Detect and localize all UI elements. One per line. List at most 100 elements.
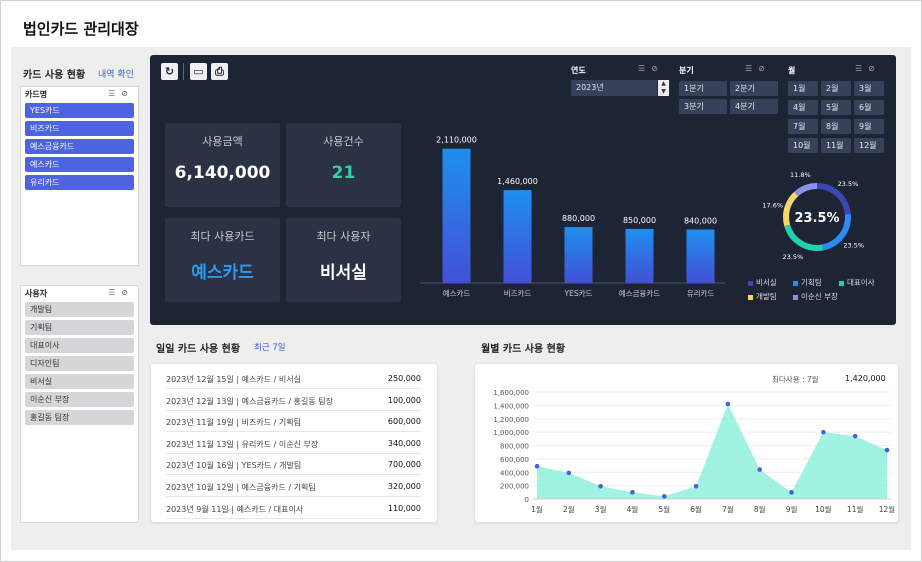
x-tick-label-9: 10월: [815, 504, 832, 514]
y-tick-label: 1,000,000: [493, 429, 529, 437]
user-filter-item-2[interactable]: 대표이사: [25, 338, 134, 353]
legend-item-0: 비서실: [748, 277, 777, 288]
year-filter-icons[interactable]: ☰⊘: [638, 64, 664, 73]
bar-category-label-3: 예스금융카드: [619, 288, 660, 298]
view-details-link[interactable]: 내역 확인: [98, 70, 134, 80]
multi-select-icon[interactable]: ☰⊘: [108, 89, 134, 98]
daily-row-amount: 110,000: [387, 503, 421, 513]
y-tick-label: 400,000: [500, 469, 529, 477]
quarter-option-3[interactable]: 3분기: [679, 99, 727, 114]
quarter-option-4[interactable]: 4분기: [730, 99, 778, 114]
month-option-9[interactable]: 9월: [854, 119, 884, 134]
user-filter-item-4[interactable]: 비서실: [25, 374, 134, 389]
daily-row[interactable]: 2023년 10월 16일 | YES카드 / 개발팀 700,000: [166, 455, 421, 476]
daily-row[interactable]: 2023년 9월 11일 | 예스카드 / 대표이사 110,000: [166, 499, 421, 519]
bar-category-label-0: 예스카드: [443, 288, 471, 298]
legend-swatch: [748, 280, 753, 286]
quarter-option-1[interactable]: 1분기: [679, 81, 727, 96]
month-filter-label: 월: [788, 66, 796, 75]
x-tick-label-4: 5월: [658, 504, 670, 514]
refresh-icon[interactable]: ↻: [161, 63, 178, 80]
area-point-1: [566, 470, 572, 476]
month-option-7[interactable]: 7월: [788, 119, 818, 134]
legend-swatch: [793, 294, 798, 300]
month-filter-icons[interactable]: ☰⊘: [855, 64, 881, 73]
bar-3: [625, 228, 654, 283]
year-stepper[interactable]: ▲ ▼: [658, 80, 669, 96]
daily-row[interactable]: 2023년 11월 13일 | 유리카드 / 이순신 부장 340,000: [166, 434, 421, 454]
print-icon[interactable]: ⎙: [211, 63, 228, 80]
kpi-top-card-label: 최다 사용카드: [190, 230, 255, 243]
legend-label: 비서실: [756, 278, 777, 287]
kpi-top-card-value: 예스카드: [191, 263, 254, 283]
month-option-1[interactable]: 1월: [788, 81, 818, 96]
monitor-icon[interactable]: ▭: [190, 63, 207, 80]
card-filter-item-1[interactable]: 비즈카드: [25, 121, 134, 136]
donut-slice-3: [783, 183, 851, 251]
card-filter-item-3[interactable]: 예스카드: [25, 157, 134, 172]
month-option-5[interactable]: 5월: [821, 100, 851, 115]
user-filter: 사용자 ☰⊘ 개발팀 기획팀 대표이사 디자인팀 비서실 이순신 부장 홍길동 팀장: [20, 285, 139, 523]
donut-slice-4: [783, 183, 851, 251]
month-option-12[interactable]: 12월: [854, 138, 884, 153]
month-option-6[interactable]: 6월: [854, 100, 884, 115]
dashboard-panel: ↻ ▭ ⎙ 사용금액 6,140,000 사용건수 21 최다 사용카드 예스카…: [150, 55, 896, 325]
user-filter-item-6[interactable]: 홍길동 팀장: [25, 410, 134, 425]
quarter-filter-icons[interactable]: ☰⊘: [745, 64, 771, 73]
clear-filter-icon[interactable]: ☰⊘: [108, 288, 134, 297]
area-point-5: [693, 483, 699, 489]
daily-row[interactable]: 2023년 12월 13일 | 예스금융카드 / 홍길동 팀장 100,000: [166, 391, 421, 411]
legend-label: 개발팀: [756, 292, 777, 301]
kpi-count-value: 21: [331, 163, 356, 183]
month-option-4[interactable]: 4월: [788, 100, 818, 115]
daily-row-amount: 340,000: [387, 438, 421, 448]
daily-row-amount: 700,000: [387, 460, 421, 470]
area-point-11: [884, 447, 890, 453]
monthly-max-label: 최다사용 : 7월: [772, 375, 819, 384]
bar-4: [686, 229, 715, 283]
monthly-area-chart: 0 200,000 400,000 600,000 800,000 1,000,000 1,…: [493, 389, 895, 514]
bar-category-label-1: 비즈카드: [504, 289, 532, 298]
kpi-top-user-label: 최다 사용자: [316, 230, 371, 243]
legend-swatch: [839, 280, 844, 286]
daily-row[interactable]: 2023년 10월 12일 | 예스금융카드 / 기획팀 320,000: [166, 477, 421, 497]
area-point-10: [852, 433, 858, 439]
month-option-8[interactable]: 8월: [821, 119, 851, 134]
card-filter-item-0[interactable]: YES카드: [25, 103, 134, 118]
card-filter-item-4[interactable]: 유리카드: [25, 175, 134, 190]
donut-label-1: 23.5%: [843, 242, 864, 250]
month-option-2[interactable]: 2월: [821, 81, 851, 96]
bar-value-label-3: 850,000: [623, 216, 656, 225]
card-bar-chart: 2,110,000 예스카드 1,460,000 비즈카드 880,000 YES카드 85…: [420, 136, 725, 298]
donut-label-2: 23.5%: [782, 253, 803, 261]
daily-usage-subtitle: 최근 7일: [254, 343, 286, 353]
bar-value-label-4: 840,000: [684, 217, 717, 226]
quarter-option-2[interactable]: 2분기: [730, 81, 778, 96]
user-filter-item-0[interactable]: 개발팀: [25, 302, 134, 317]
x-tick-label-0: 1월: [531, 504, 543, 514]
card-filter-item-2[interactable]: 예스금융카드: [25, 139, 134, 154]
x-tick-label-3: 4월: [627, 504, 639, 514]
user-filter-item-5[interactable]: 이순신 부장: [25, 392, 134, 407]
bar-category-label-2: YES카드: [564, 289, 593, 298]
x-tick-label-5: 6월: [690, 504, 702, 514]
y-tick-label: 200,000: [500, 483, 529, 491]
year-select[interactable]: 2023년: [571, 80, 657, 96]
donut-label-0: 23.5%: [838, 180, 859, 188]
kpi-amount: 사용금액 6,140,000: [165, 123, 280, 207]
month-option-11[interactable]: 11월: [821, 138, 851, 153]
y-tick-label: 800,000: [500, 443, 529, 451]
donut-label-4: 11.8%: [790, 171, 811, 179]
donut-center-value: 23.5%: [794, 211, 839, 226]
user-filter-item-3[interactable]: 디자인팀: [25, 356, 134, 371]
daily-row-description: 2023년 12월 13일 | 예스금융카드 / 홍길동 팀장: [166, 396, 333, 406]
month-option-10[interactable]: 10월: [788, 138, 818, 153]
user-filter-item-1[interactable]: 기획팀: [25, 320, 134, 335]
card-usage-title: 카드 사용 현황: [23, 70, 86, 81]
x-tick-label-1: 2월: [563, 504, 575, 514]
card-filter-header: 카드명 ☰⊘: [21, 87, 138, 101]
daily-row[interactable]: 2023년 12월 15일 | 예스카드 / 비서실 250,000: [166, 369, 421, 389]
daily-row[interactable]: 2023년 11월 19일 | 비즈카드 / 기획팀 600,000: [166, 412, 421, 433]
bar-value-label-2: 880,000: [562, 214, 595, 223]
month-option-3[interactable]: 3월: [854, 81, 884, 96]
